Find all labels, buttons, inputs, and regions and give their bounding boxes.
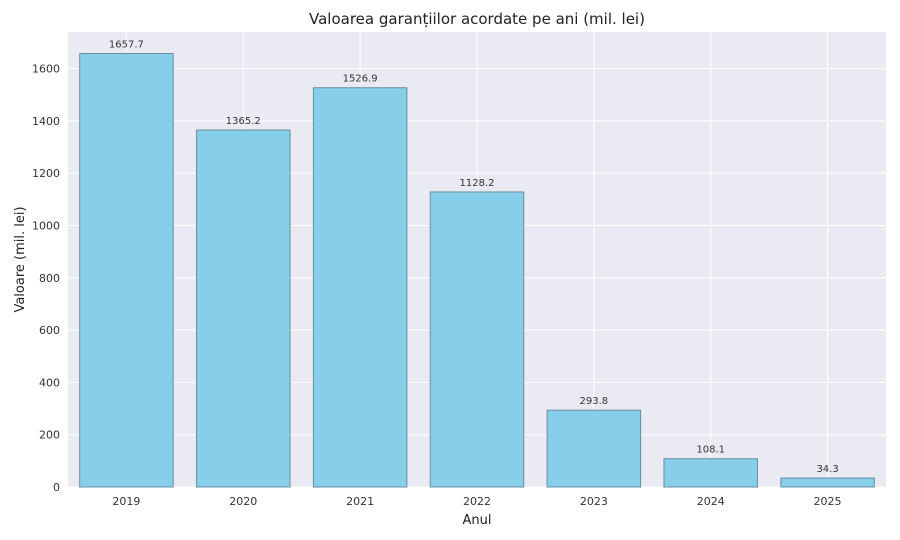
y-tick-label: 400: [39, 376, 60, 389]
bar-value-label: 1657.7: [109, 40, 144, 51]
bar-2023: [546, 409, 642, 488]
y-tick-label: 600: [39, 324, 60, 337]
y-tick-label: 1400: [32, 115, 60, 128]
x-tick-label: 2024: [697, 495, 725, 508]
x-tick-label: 2025: [814, 495, 842, 508]
y-tick-label: 200: [39, 429, 60, 442]
bars-group: [79, 53, 875, 488]
y-tick-label: 1000: [32, 220, 60, 233]
bar-2024: [663, 458, 758, 488]
x-tick-label: 2023: [580, 495, 608, 508]
bar-value-label: 1128.2: [460, 178, 495, 189]
y-tick-label: 1600: [32, 63, 60, 76]
bar-value-label: 293.8: [580, 396, 609, 407]
bar-value-label: 1526.9: [343, 74, 378, 85]
bar-value-label: 1365.2: [226, 116, 261, 127]
bar-value-label: 108.1: [696, 445, 725, 456]
y-tick-label: 0: [53, 481, 60, 494]
bar-2019: [79, 53, 174, 488]
bar-value-labels: 1657.7 1365.2 1526.9 1128.2 293.8 108.1 34.3: [109, 40, 839, 476]
chart-title: Valoarea garanțiilor acordate pe ani (mi…: [309, 10, 645, 28]
bar-2022: [429, 191, 525, 488]
bar-2025: [780, 477, 875, 488]
bar-value-label: 34.3: [816, 464, 838, 475]
y-tick-label: 800: [39, 272, 60, 285]
x-tick-label: 2020: [229, 495, 257, 508]
x-tick-label: 2019: [112, 495, 140, 508]
x-tick-label: 2021: [346, 495, 374, 508]
x-tick-labels: 2019 2020 2021 2022 2023 2024 2025: [112, 495, 841, 508]
y-tick-label: 1200: [32, 167, 60, 180]
x-axis-label: Anul: [463, 513, 492, 528]
y-tick-labels: 0 200 400 600 800 1000 1200 1400 1600: [32, 63, 60, 494]
x-tick-label: 2022: [463, 495, 491, 508]
y-axis-label: Valoare (mil. lei): [13, 206, 28, 312]
bar-2021: [312, 87, 408, 488]
bar-2020: [196, 129, 291, 488]
